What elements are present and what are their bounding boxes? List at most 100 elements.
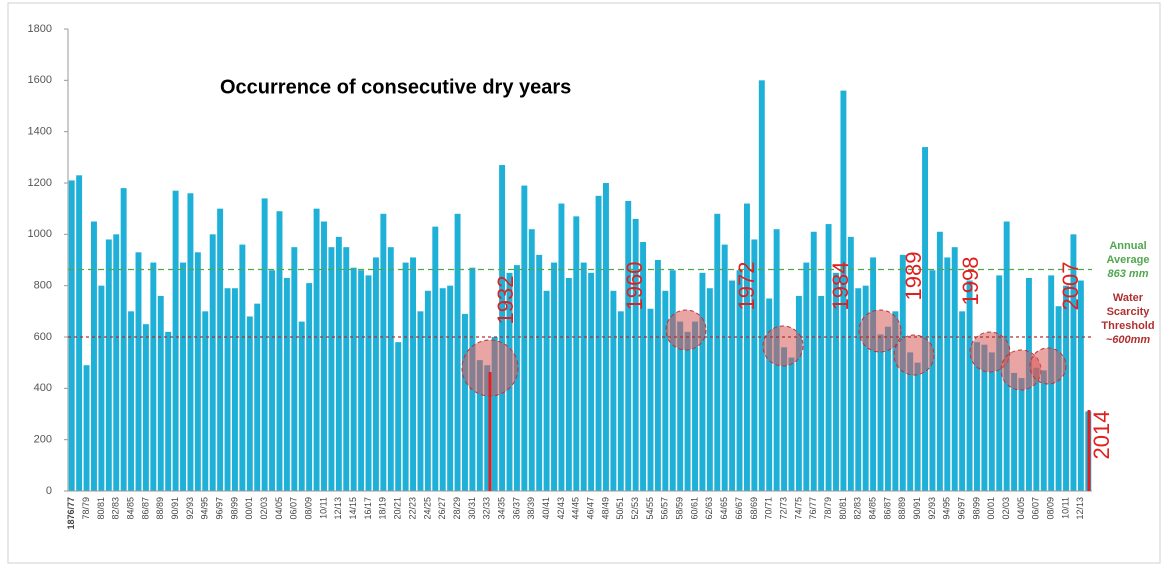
x-tick-label: 1876/77 [66, 497, 76, 530]
reference-label: Scarcity [1107, 306, 1151, 318]
highlight [969, 331, 1011, 373]
x-tick-label: 42/43 [556, 497, 566, 520]
bar [417, 311, 424, 491]
bar [528, 229, 535, 491]
bar [313, 208, 320, 491]
x-tick-label: 04/05 [274, 497, 284, 520]
x-tick-label: 26/27 [437, 497, 447, 520]
highlight [665, 309, 707, 351]
bar [172, 190, 179, 491]
bar [410, 257, 417, 491]
reference-label: ~600mm [1106, 334, 1151, 346]
bar [1018, 378, 1025, 491]
bar [684, 331, 691, 491]
x-tick-label: 96/97 [957, 497, 967, 520]
x-tick-label: 60/61 [689, 497, 699, 520]
x-tick-label: 18/19 [378, 497, 388, 520]
x-tick-label: 80/81 [96, 497, 106, 520]
bar [1040, 370, 1047, 491]
bar [484, 365, 491, 491]
bar [692, 321, 698, 491]
y-tick-label: 1200 [28, 177, 52, 189]
bar [632, 218, 639, 491]
bar [543, 290, 550, 491]
highlight [893, 334, 935, 376]
bar [855, 288, 862, 491]
bar [350, 267, 357, 491]
bar [68, 180, 75, 491]
bar [157, 295, 164, 491]
bar [810, 231, 817, 491]
x-tick-label: 40/41 [541, 497, 551, 520]
bar [736, 270, 743, 491]
bar [113, 234, 120, 492]
bar [603, 183, 609, 491]
x-tick-label: 84/85 [867, 497, 877, 520]
x-tick-label: 96/97 [214, 497, 224, 520]
x-tick-label: 12/13 [1075, 497, 1085, 520]
bar [387, 247, 394, 491]
bar [424, 290, 431, 491]
bar [847, 236, 854, 491]
bar [372, 257, 379, 491]
bar [128, 311, 135, 491]
bar [1077, 280, 1084, 491]
bar [269, 270, 276, 491]
bar [194, 252, 201, 491]
bar [758, 80, 765, 491]
x-tick-label: 22/23 [407, 497, 417, 520]
x-tick-label: 68/69 [749, 497, 759, 520]
x-tick-label: 84/85 [125, 497, 135, 520]
bar [224, 288, 231, 491]
x-tick-label: 38/39 [526, 497, 536, 520]
bar [1063, 285, 1069, 491]
bar [743, 203, 750, 492]
x-tick-label: 82/83 [111, 497, 121, 520]
y-tick-label: 0 [46, 485, 52, 497]
year-annotation: 1932 [493, 276, 518, 325]
bar [365, 275, 372, 491]
bar [951, 247, 958, 491]
bar [959, 311, 966, 491]
x-tick-label: 66/67 [734, 497, 744, 520]
year-annotation: 1960 [622, 262, 647, 311]
x-tick-label: 94/95 [942, 497, 952, 520]
x-tick-label: 88/89 [897, 497, 907, 520]
x-tick-label: 92/93 [185, 497, 195, 520]
bar [892, 311, 899, 491]
bar [283, 277, 290, 491]
x-tick-label: 08/09 [1046, 497, 1056, 520]
y-tick-label: 400 [34, 382, 52, 394]
bar [328, 247, 335, 491]
x-tick-label: 92/93 [927, 497, 937, 520]
bar [907, 352, 914, 491]
bar [929, 270, 936, 491]
bar [231, 288, 238, 491]
bar [781, 347, 788, 491]
x-tick-label: 16/17 [363, 497, 373, 520]
bar [647, 308, 654, 491]
y-tick-label: 600 [34, 331, 52, 343]
x-tick-label: 14/15 [348, 497, 358, 520]
bar [521, 185, 528, 492]
bar [1033, 367, 1040, 491]
x-tick-label: 76/77 [808, 497, 818, 520]
bar [142, 324, 149, 491]
year-annotation: 2007 [1058, 262, 1083, 311]
bar [513, 265, 520, 491]
bar [98, 285, 105, 491]
reference-label: Annual [1109, 240, 1146, 252]
x-tick-label: 48/49 [600, 497, 610, 520]
bar [395, 342, 402, 491]
x-tick-label: 46/47 [586, 497, 596, 520]
bar [358, 270, 365, 491]
bar [654, 260, 661, 491]
bar [1070, 234, 1077, 492]
bar [840, 90, 847, 491]
bar [276, 211, 283, 491]
bar [595, 195, 602, 492]
x-tick-label: 06/07 [289, 497, 299, 520]
y-tick-label: 1800 [28, 23, 52, 35]
bar [491, 337, 498, 491]
bar [343, 247, 350, 491]
